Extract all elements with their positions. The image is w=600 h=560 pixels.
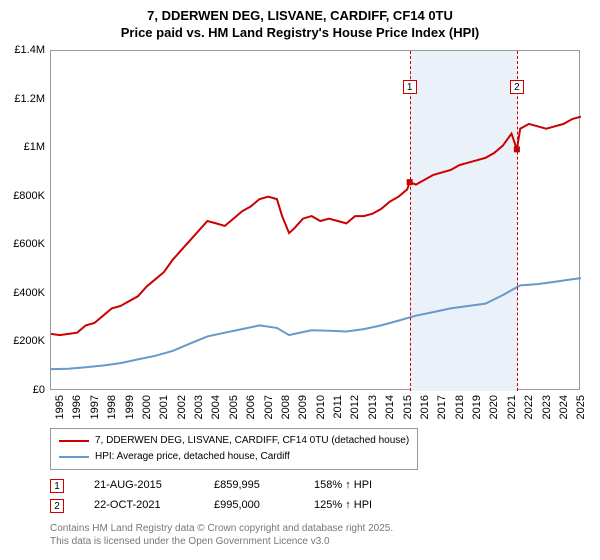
xtick-label: 2017: [436, 395, 448, 419]
plot-area: 12: [50, 50, 580, 390]
marker-box-1: 1: [403, 80, 417, 94]
sale-hpi-1: 158% ↑ HPI: [314, 476, 404, 496]
xtick-label: 2007: [263, 395, 275, 419]
xtick-label: 1995: [54, 395, 66, 419]
legend-swatch-price: [59, 440, 89, 442]
sale-marker-1: 1: [50, 479, 64, 493]
xtick-label: 1996: [71, 395, 83, 419]
legend-label-price: 7, DDERWEN DEG, LISVANE, CARDIFF, CF14 0…: [95, 433, 409, 449]
xtick-label: 2002: [176, 395, 188, 419]
chart-container: 7, DDERWEN DEG, LISVANE, CARDIFF, CF14 0…: [0, 0, 600, 560]
xtick-label: 2012: [349, 395, 361, 419]
xtick-label: 2018: [454, 395, 466, 419]
marker-box-2: 2: [510, 80, 524, 94]
sale-marker-2: 2: [50, 499, 64, 513]
xtick-label: 2024: [558, 395, 570, 419]
footer-line1: Contains HM Land Registry data © Crown c…: [50, 522, 393, 535]
xtick-label: 2004: [210, 395, 222, 419]
ytick-label: £0: [33, 384, 45, 396]
legend-swatch-hpi: [59, 456, 89, 458]
ytick-label: £200K: [13, 335, 45, 347]
xtick-label: 2006: [245, 395, 257, 419]
sale-row-1: 1 21-AUG-2015 £859,995 158% ↑ HPI: [50, 476, 404, 496]
xtick-label: 2015: [402, 395, 414, 419]
xtick-label: 2014: [384, 395, 396, 419]
sale-table: 1 21-AUG-2015 £859,995 158% ↑ HPI 2 22-O…: [50, 476, 404, 516]
xtick-label: 2003: [193, 395, 205, 419]
legend-item-price: 7, DDERWEN DEG, LISVANE, CARDIFF, CF14 0…: [59, 433, 409, 449]
xtick-label: 2025: [575, 395, 587, 419]
xtick-label: 2023: [541, 395, 553, 419]
footer-line2: This data is licensed under the Open Gov…: [50, 535, 393, 548]
sale-hpi-2: 125% ↑ HPI: [314, 496, 404, 516]
sale-date-2: 22-OCT-2021: [94, 496, 184, 516]
xtick-label: 2011: [332, 395, 344, 419]
xtick-label: 1999: [124, 395, 136, 419]
ytick-label: £600K: [13, 238, 45, 250]
sale-price-2: £995,000: [214, 496, 284, 516]
ytick-label: £400K: [13, 287, 45, 299]
chart-area: £0£200K£400K£600K£800K£1M£1.2M£1.4M 12 1…: [50, 50, 580, 390]
sale-date-1: 21-AUG-2015: [94, 476, 184, 496]
legend: 7, DDERWEN DEG, LISVANE, CARDIFF, CF14 0…: [50, 428, 418, 470]
series-hpi: [51, 278, 581, 369]
title-line2: Price paid vs. HM Land Registry's House …: [0, 25, 600, 42]
xtick-label: 2005: [228, 395, 240, 419]
xtick-label: 2019: [471, 395, 483, 419]
legend-item-hpi: HPI: Average price, detached house, Card…: [59, 449, 409, 465]
xtick-label: 2001: [158, 395, 170, 419]
footer: Contains HM Land Registry data © Crown c…: [50, 522, 393, 548]
xtick-label: 2022: [523, 395, 535, 419]
xtick-label: 2016: [419, 395, 431, 419]
marker-vline-2: [517, 51, 518, 391]
sale-price-1: £859,995: [214, 476, 284, 496]
ytick-label: £1M: [24, 141, 45, 153]
ytick-label: £800K: [13, 190, 45, 202]
title-line1: 7, DDERWEN DEG, LISVANE, CARDIFF, CF14 0…: [0, 8, 600, 25]
legend-label-hpi: HPI: Average price, detached house, Card…: [95, 449, 290, 465]
xtick-label: 1997: [89, 395, 101, 419]
xtick-label: 2000: [141, 395, 153, 419]
xtick-label: 2013: [367, 395, 379, 419]
xtick-label: 2010: [315, 395, 327, 419]
marker-vline-1: [410, 51, 411, 391]
sale-row-2: 2 22-OCT-2021 £995,000 125% ↑ HPI: [50, 496, 404, 516]
series-price_paid: [51, 117, 581, 336]
chart-title: 7, DDERWEN DEG, LISVANE, CARDIFF, CF14 0…: [0, 0, 600, 42]
xtick-label: 2020: [488, 395, 500, 419]
ytick-label: £1.2M: [14, 93, 45, 105]
xtick-label: 2009: [297, 395, 309, 419]
xtick-label: 2008: [280, 395, 292, 419]
xtick-label: 2021: [506, 395, 518, 419]
xtick-label: 1998: [106, 395, 118, 419]
plot-svg: [51, 51, 581, 391]
ytick-label: £1.4M: [14, 44, 45, 56]
